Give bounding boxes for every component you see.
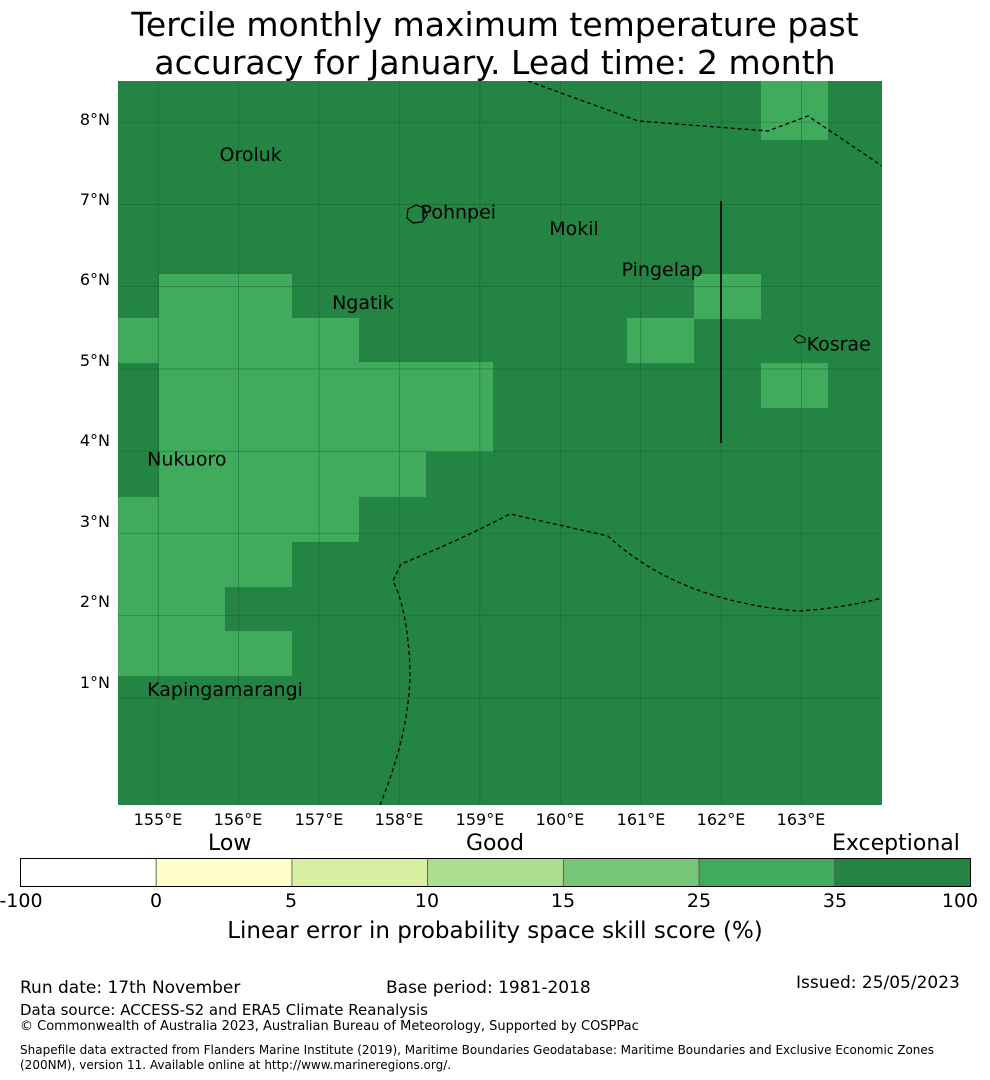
colorbar-segment (155, 858, 293, 887)
colorbar-tick: -100 (0, 890, 43, 912)
lon-tick: 159°E (455, 810, 505, 829)
lat-tick: 6°N (79, 270, 110, 289)
colorbar-segment (291, 858, 429, 887)
lon-tick: 156°E (213, 810, 263, 829)
kosrae-coastline (793, 334, 806, 344)
very-good-cell (118, 542, 292, 587)
lon-tick: 162°E (696, 810, 746, 829)
copyright: © Commonwealth of Australia 2023, Austra… (20, 1019, 639, 1034)
colorbar-heading-exceptional: Exceptional (832, 831, 960, 856)
colorbar-tick: 15 (550, 890, 576, 912)
colorbar-tick: 100 (941, 890, 979, 912)
lat-tick: 4°N (79, 431, 110, 450)
skill-map: Oroluk Pohnpei Mokil Pingelap Ngatik Kosrae Nu… (118, 81, 882, 805)
colorbar (20, 858, 971, 887)
place-labels: Oroluk Pohnpei Mokil Pingelap Ngatik Kosrae Nu… (147, 144, 871, 701)
colorbar-segment (20, 858, 157, 887)
place-label: Pohnpei (421, 202, 497, 224)
issued-date: Issued: 25/05/2023 (796, 973, 960, 993)
pohnpei-coastline (406, 204, 428, 224)
lon-tick: 155°E (133, 810, 183, 829)
lon-tick: 161°E (616, 810, 666, 829)
title-line-2: accuracy for January. Lead time: 2 month (154, 43, 836, 82)
colorbar-segment (562, 858, 700, 887)
data-source: Data source: ACCESS-S2 and ERA5 Climate … (20, 1001, 428, 1019)
very-good-cell (159, 362, 493, 452)
place-label: Pingelap (622, 259, 703, 281)
very-good-cell (694, 274, 761, 319)
colorbar-heading-low: Low (208, 831, 252, 856)
place-label: Kapingamarangi (147, 679, 303, 701)
lat-tick: 8°N (79, 110, 110, 129)
very-good-cell (761, 81, 828, 140)
title-line-1: Tercile monthly maximum temperature past (131, 5, 859, 44)
colorbar-tick: 0 (149, 890, 163, 912)
colorbar-segment (427, 858, 564, 887)
shapefile-credit: Shapefile data extracted from Flanders M… (20, 1043, 935, 1072)
colorbar-segment (834, 858, 971, 887)
lon-tick: 160°E (535, 810, 585, 829)
base-period: Base period: 1981-2018 (386, 978, 591, 998)
colorbar-tick: 5 (284, 890, 298, 912)
eez-boundaries (379, 81, 882, 805)
eez-boundary-north (527, 81, 882, 167)
lon-tick: 157°E (294, 810, 344, 829)
lon-tick: 163°E (776, 810, 826, 829)
place-label: Ngatik (332, 292, 394, 314)
very-good-cell (761, 363, 828, 408)
colorbar-heading-good: Good (466, 831, 524, 856)
run-date: Run date: 17th November (20, 978, 241, 998)
place-label: Nukuoro (147, 448, 226, 470)
colorbar-segment (698, 858, 836, 887)
very-good-cell (159, 452, 426, 497)
colorbar-outline (20, 858, 971, 887)
map-title: Tercile monthly maximum temperature past… (0, 6, 990, 82)
colorbar-tick: 35 (822, 890, 848, 912)
place-label: Oroluk (220, 144, 282, 166)
place-label: Kosrae (807, 333, 871, 355)
very-good-cell (159, 274, 292, 319)
colorbar-tick: 10 (414, 890, 440, 912)
place-label: Mokil (549, 218, 599, 240)
lat-tick: 5°N (79, 351, 110, 370)
very-good-cell (118, 586, 225, 631)
lat-tick: 1°N (79, 673, 110, 692)
lat-tick: 3°N (79, 512, 110, 531)
graticule (118, 81, 882, 805)
lat-tick: 2°N (79, 592, 110, 611)
colorbar-label: Linear error in probability space skill … (227, 918, 763, 944)
very-good-cell (627, 318, 694, 363)
lon-tick: 158°E (374, 810, 424, 829)
lat-tick: 7°N (79, 190, 110, 209)
very-good-cell (118, 631, 292, 676)
colorbar-tick: 25 (686, 890, 712, 912)
eez-boundary-south (379, 513, 882, 805)
